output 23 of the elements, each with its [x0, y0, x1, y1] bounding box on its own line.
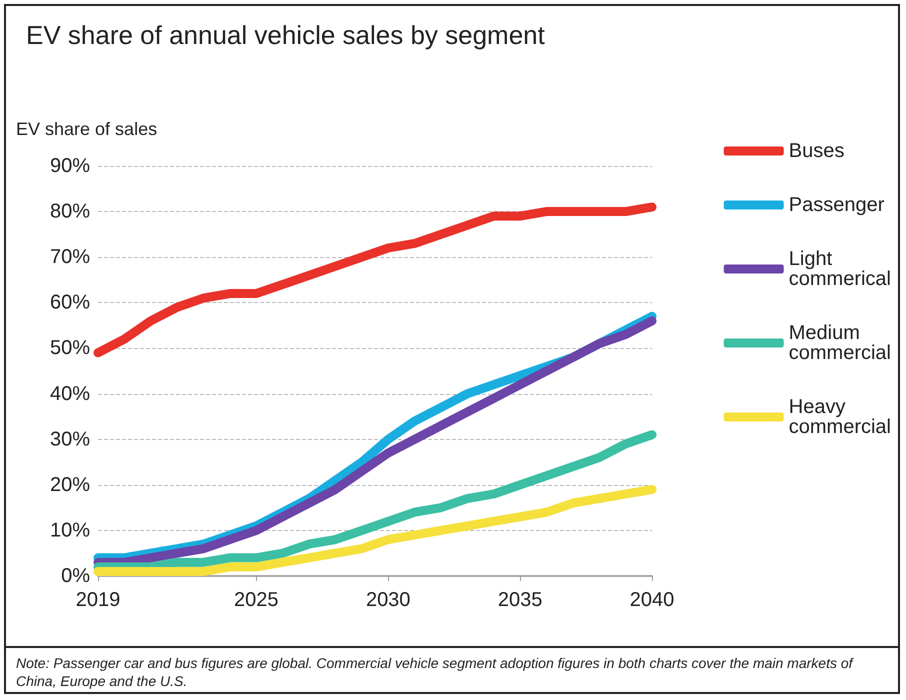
text: Note: Passenger car and bus figures are global. Commercial vehicle segment adoption figures in both charts cover the main markets of China, Europe and the U.S.: [6, 646, 898, 696]
y-tick-label: 60%: [50, 292, 90, 314]
legend-label: Buses: [788, 140, 844, 162]
y-tick-label: 20%: [50, 474, 90, 496]
x-tick-label: 2025: [234, 589, 279, 611]
y-tick-label: 0%: [61, 565, 90, 587]
y-tick-label: 40%: [50, 382, 90, 405]
legend-label: Heavy commercial: [788, 396, 892, 438]
x-tick-label: 2040: [630, 589, 674, 611]
legend-label: Medium commercial: [788, 322, 892, 364]
x-tick-label: 2030: [366, 589, 410, 611]
y-tick-label: 90%: [50, 155, 90, 177]
y-tick-label: 70%: [50, 246, 90, 268]
y-tick-label: 30%: [50, 428, 90, 450]
chart-title: EV share of annual vehicle sales by segment: [26, 20, 545, 51]
y-tick-label: 80%: [50, 200, 90, 223]
x-tick-label: 2035: [498, 589, 542, 611]
y-tick-label: 10%: [50, 519, 90, 542]
legend-label: Passenger: [788, 194, 885, 216]
y-axis-title: EV share of sales: [16, 119, 158, 139]
x-tick-label: 2019: [76, 589, 120, 611]
y-tick-label: 50%: [50, 337, 90, 360]
legend-label: Light commerical: [788, 248, 892, 290]
